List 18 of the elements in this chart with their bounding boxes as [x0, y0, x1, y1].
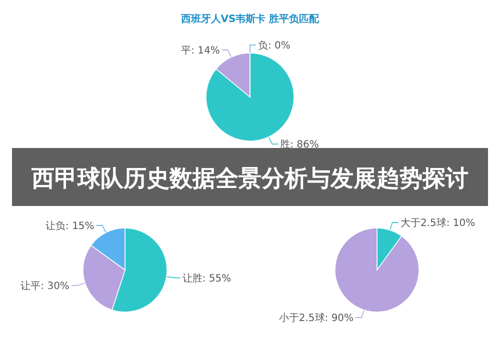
data-label: : 14%	[191, 45, 220, 56]
legend-label: 负	[258, 40, 268, 52]
slice-label: 胜	[280, 138, 290, 151]
slice-label: 让平	[20, 280, 41, 292]
text: : 0%	[268, 40, 290, 52]
data-label: : 55%	[202, 273, 232, 284]
chart-title: 西班牙人VS韦斯卡 胜平负匹配	[180, 13, 320, 25]
data-label: : 30%	[40, 280, 70, 292]
slice-label: 小于2.5球	[278, 312, 325, 324]
slice-label: 让胜	[182, 272, 202, 284]
slice-label: 平	[181, 45, 192, 56]
text: 西甲球队历史数据全景分析与发展趋势探讨	[30, 166, 468, 192]
data-label: : 15%	[66, 220, 94, 232]
data-label: : 10%	[446, 218, 476, 229]
data-label: : 86%	[290, 140, 319, 151]
slice-label: 让负	[46, 220, 66, 232]
data-label: : 90%	[324, 313, 354, 324]
slice-label: 大于2.5球	[400, 216, 446, 229]
